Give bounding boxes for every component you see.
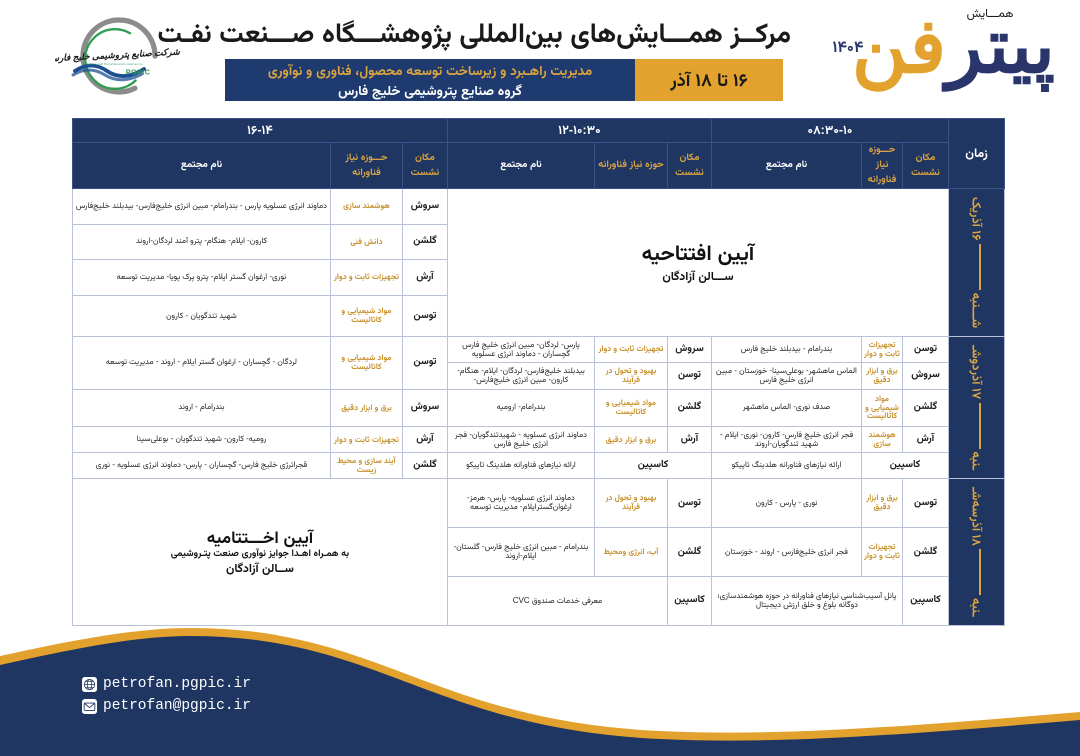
svg-text:Persian Gulf Petrochemical Ind: Persian Gulf Petrochemical Industries Co…: [85, 62, 143, 66]
svg-text:PGPIC: PGPIC: [126, 68, 151, 77]
